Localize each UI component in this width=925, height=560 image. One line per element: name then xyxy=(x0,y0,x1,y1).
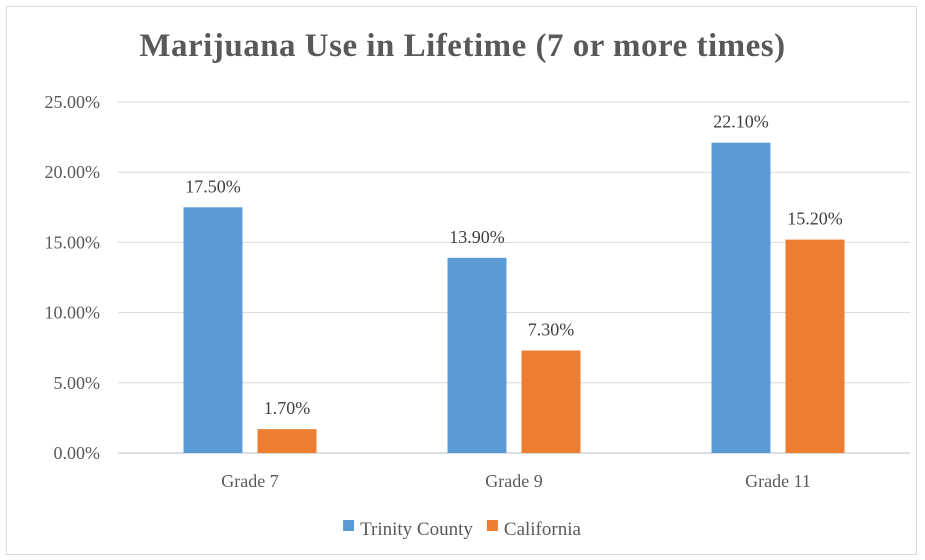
x-axis-ticks: Grade 7 Grade 9 Grade 11 xyxy=(221,471,811,491)
bar-trinity-county xyxy=(447,257,507,453)
bars xyxy=(183,142,845,453)
data-label: 1.70% xyxy=(264,398,311,418)
y-tick-label: 5.00% xyxy=(54,373,101,393)
bar-trinity-county xyxy=(711,142,771,453)
data-label: 7.30% xyxy=(528,320,575,340)
y-tick-label: 20.00% xyxy=(45,162,101,182)
y-tick-label: 15.00% xyxy=(45,232,101,252)
legend: Trinity County California xyxy=(343,519,581,540)
x-tick-label: Grade 9 xyxy=(485,471,542,491)
legend-label: Trinity County xyxy=(360,519,473,540)
bar-california xyxy=(521,350,581,453)
bar-trinity-county xyxy=(183,207,243,453)
data-label: 22.10% xyxy=(713,112,769,132)
data-label: 13.90% xyxy=(449,227,505,247)
y-axis-ticks: 0.00% 5.00% 10.00% 15.00% 20.00% 25.00% xyxy=(45,92,101,463)
legend-swatch xyxy=(343,520,355,531)
bar-california xyxy=(785,239,845,453)
x-tick-label: Grade 11 xyxy=(745,471,811,491)
chart-title: Marijuana Use in Lifetime (7 or more tim… xyxy=(139,28,786,64)
data-label: 17.50% xyxy=(185,176,241,196)
legend-swatch xyxy=(486,520,498,531)
y-tick-label: 25.00% xyxy=(45,92,101,112)
data-labels: 17.50% 1.70% 13.90% 7.30% 22.10% 15.20% xyxy=(185,112,843,418)
gridlines xyxy=(118,101,910,454)
bar-california xyxy=(257,429,317,453)
y-tick-label: 10.00% xyxy=(45,303,101,323)
y-tick-label: 0.00% xyxy=(54,443,101,463)
data-label: 15.20% xyxy=(787,209,843,229)
legend-label: California xyxy=(504,519,582,540)
x-tick-label: Grade 7 xyxy=(221,471,278,491)
